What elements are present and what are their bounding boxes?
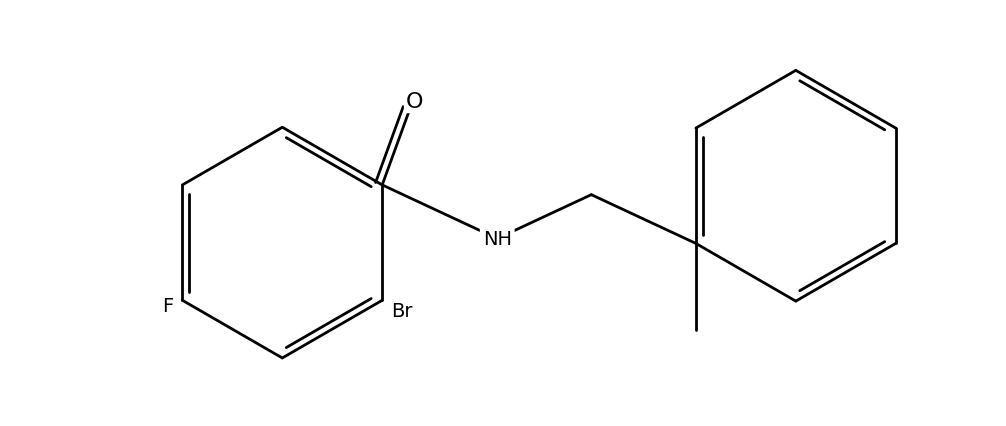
Text: Br: Br	[391, 301, 413, 320]
Text: F: F	[162, 296, 173, 315]
Text: O: O	[406, 92, 424, 112]
Text: NH: NH	[483, 230, 512, 248]
